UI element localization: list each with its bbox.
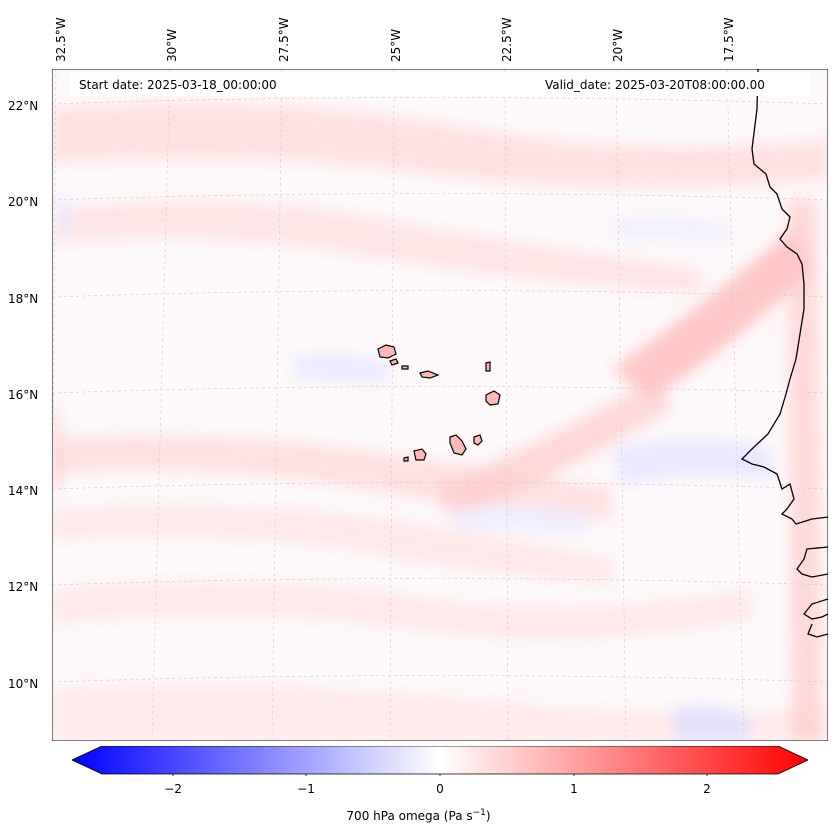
colorbar-tick: −2 (164, 782, 182, 796)
lat-label: 16°N (8, 388, 39, 402)
lon-label: 30°W (165, 28, 179, 62)
graticule (52, 69, 828, 741)
lat-label: 20°N (8, 195, 39, 209)
lon-label: 32.5°W (54, 17, 68, 62)
lon-label: 27.5°W (277, 17, 291, 62)
lon-label: 25°W (389, 28, 403, 62)
date-banner (70, 72, 810, 96)
omega-field (52, 102, 828, 741)
colorbar-title-text: 700 hPa omega (Pa s (346, 809, 473, 823)
colorbar-title-exponent: −1 (472, 808, 486, 818)
colorbar-tick: 1 (570, 782, 578, 796)
lat-label: 10°N (8, 677, 39, 691)
lon-label: 20°W (611, 28, 625, 62)
map-panel (52, 69, 828, 741)
lon-label: 22.5°W (500, 17, 514, 62)
start-date: Start date: 2025-03-18_00:00:00 (79, 78, 277, 92)
colorbar-title-end: ) (485, 809, 491, 823)
lon-label: 17.5°W (722, 17, 736, 62)
lat-label: 22°N (8, 99, 39, 113)
cape-verde-islands (377, 344, 501, 462)
valid-date: Valid_date: 2025-03-20T08:00:00.00 (545, 78, 765, 92)
colorbar-tick: 2 (703, 782, 711, 796)
colorbar-tick: 0 (436, 782, 444, 796)
lat-label: 18°N (8, 292, 39, 306)
lat-label: 14°N (8, 484, 39, 498)
colorbar-title: 700 hPa omega (Pa s−1) (0, 808, 837, 823)
colorbar-tick: −1 (297, 782, 315, 796)
colorbar (72, 746, 808, 776)
africa-coastline (740, 69, 828, 638)
lat-label: 12°N (8, 580, 39, 594)
